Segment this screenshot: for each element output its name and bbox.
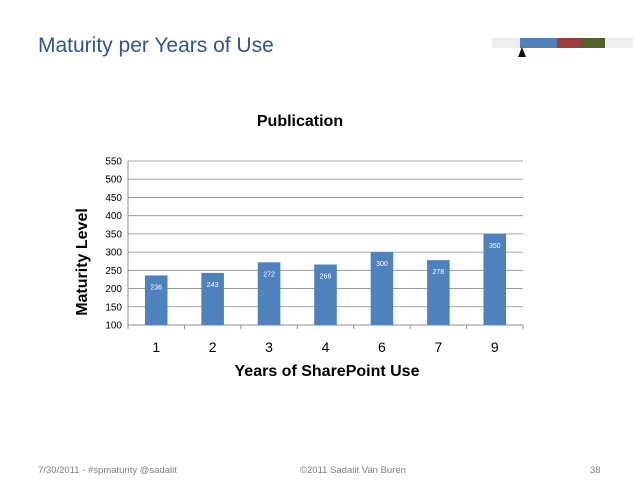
accent-segment [557, 38, 581, 48]
bar [201, 272, 224, 325]
bar [257, 262, 281, 325]
y-tick-label: 350 [105, 229, 122, 240]
footer-date-hashtag: 7/30/2011 - #spmaturity @sadalit [38, 465, 177, 476]
data-label: 243 [207, 282, 219, 289]
data-label: 236 [150, 284, 162, 291]
data-label: 272 [263, 271, 275, 278]
bar [427, 260, 450, 325]
bar [314, 264, 337, 325]
accent-bar [492, 38, 633, 48]
footer-copyright: ©2011 Sadalit Van Buren [300, 465, 406, 476]
x-tick-label: 9 [491, 339, 499, 355]
y-tick-label: 300 [105, 248, 122, 259]
labels: 100 150 200 250 300 350 400 450 500 550 236 1 243 2 27… [105, 157, 500, 356]
data-label: 278 [433, 269, 445, 276]
data-label: 350 [489, 243, 501, 250]
y-tick-label: 200 [105, 284, 122, 295]
slide-title: Maturity per Years of Use [38, 34, 274, 57]
y-tick-label: 500 [105, 175, 122, 186]
accent-segment [581, 38, 605, 48]
x-tick-label: 6 [378, 339, 386, 355]
bar [144, 275, 168, 325]
x-tick-label: 3 [265, 339, 273, 355]
y-tick-label: 250 [105, 266, 122, 277]
y-tick-label: 100 [105, 321, 122, 332]
x-tick-label: 7 [434, 339, 442, 355]
accent-segment [492, 38, 520, 48]
bars [144, 233, 507, 325]
x-tick-label: 2 [209, 339, 217, 355]
pointer-triangle-icon [518, 47, 526, 57]
data-label: 300 [376, 261, 388, 268]
bar [483, 233, 507, 325]
y-tick-label: 150 [105, 302, 122, 313]
accent-segment [520, 38, 557, 48]
y-tick-label: 550 [105, 157, 122, 168]
accent-segment [605, 38, 633, 48]
x-tick-label: 1 [152, 339, 160, 355]
footer-page-number: 38 [590, 465, 601, 476]
data-label: 266 [320, 274, 332, 281]
y-tick-label: 450 [105, 193, 122, 204]
x-tick-label: 4 [322, 339, 330, 355]
chart-title: Publication [257, 113, 343, 130]
x-axis-label: Years of SharePoint Use [235, 363, 420, 380]
y-axis-label: Maturity Level [74, 208, 91, 316]
y-tick-label: 400 [105, 211, 122, 222]
bar [370, 252, 394, 325]
